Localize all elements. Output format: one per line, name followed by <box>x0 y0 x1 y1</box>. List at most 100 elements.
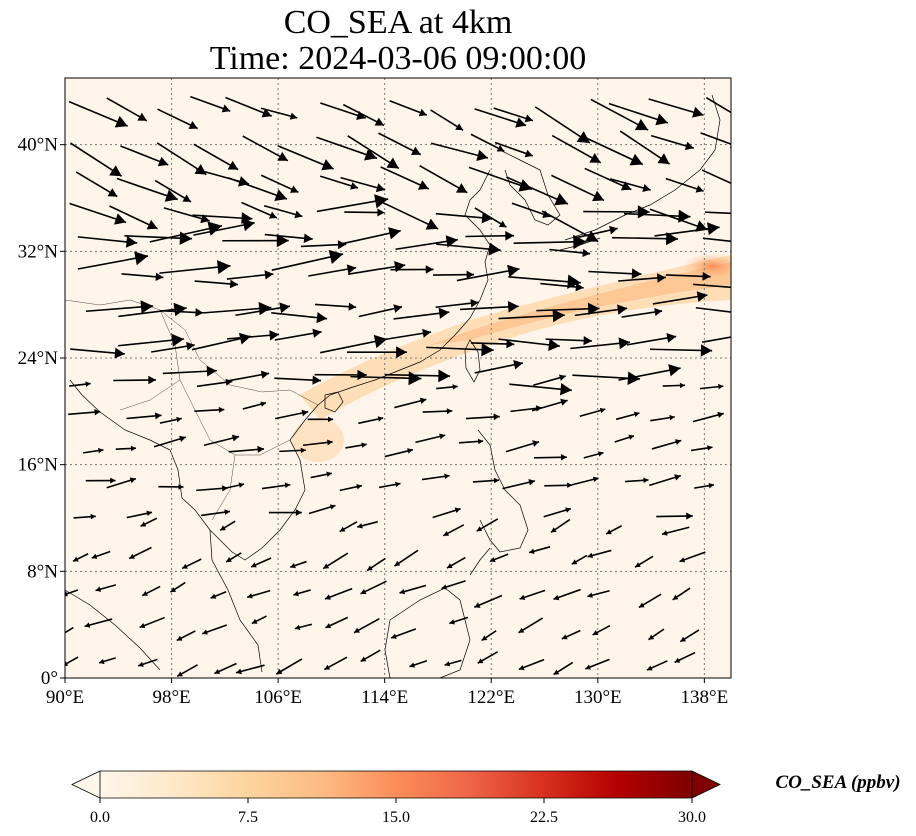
wind-arrow <box>293 589 311 597</box>
y-tick-label: 8°N <box>27 561 58 582</box>
wind-arrow <box>665 271 711 281</box>
wind-arrow <box>154 179 192 203</box>
wind-arrow <box>339 521 358 533</box>
x-tick-label: 98°E <box>152 687 190 708</box>
wind-arrow <box>441 580 466 590</box>
wind-arrow <box>619 130 671 165</box>
wind-arrow <box>625 477 649 484</box>
wind-arrow <box>536 302 600 316</box>
wind-arrow <box>324 587 353 600</box>
wind-arrow <box>444 659 462 667</box>
wind-arrow <box>436 242 501 256</box>
wind-arrow <box>654 222 720 237</box>
wind-arrow <box>531 398 568 412</box>
wind-arrow <box>493 107 534 123</box>
x-tick-label: 106°E <box>254 687 302 708</box>
wind-arrow <box>176 664 198 677</box>
wind-arrow <box>430 109 464 131</box>
wind-arrow <box>275 658 303 675</box>
wind-arrow <box>587 589 610 598</box>
wind-arrow <box>436 384 458 390</box>
wind-arrow <box>72 553 89 563</box>
wind-arrow <box>534 106 591 144</box>
y-axis-ticks: 0° 8°N 16°N 24°N 32°N 40°N <box>18 135 65 689</box>
wind-arrow <box>498 309 565 323</box>
wind-arrow <box>91 550 111 559</box>
wind-arrow <box>394 549 419 567</box>
wind-arrow <box>140 517 158 528</box>
wind-arrow <box>587 549 612 559</box>
wind-arrow <box>385 328 432 341</box>
wind-arrow <box>679 629 700 643</box>
wind-arrow <box>153 435 187 448</box>
x-tick-label: 90°E <box>46 687 84 708</box>
wind-arrow <box>246 589 271 599</box>
colorbar-ticks: 0.0 7.5 15.0 22.5 30.0 <box>90 798 706 826</box>
wind-arrow <box>553 661 574 676</box>
wind-arrow <box>470 133 505 152</box>
y-tick-label: 0° <box>41 668 58 689</box>
coastline-hainan <box>324 391 344 413</box>
wind-arrow <box>430 142 489 161</box>
wind-arrow <box>442 524 465 537</box>
x-tick-label: 114°E <box>361 687 408 708</box>
wind-arrow <box>340 176 386 193</box>
wind-arrow <box>222 482 245 490</box>
wind-arrow <box>141 585 161 597</box>
wind-arrow <box>338 227 401 246</box>
wind-arrow <box>151 341 195 353</box>
wind-arrow <box>226 270 274 280</box>
wind-arrow <box>481 630 497 642</box>
wind-arrow <box>701 169 731 185</box>
wind-arrow <box>505 440 540 453</box>
wind-arrow <box>203 301 272 316</box>
wind-arrow <box>156 142 207 176</box>
wind-arrow <box>113 375 157 385</box>
wind-arrow <box>159 260 231 275</box>
wind-arrow <box>634 555 654 568</box>
wind-arrow <box>242 135 289 162</box>
wind-arrow <box>289 560 307 569</box>
wind-arrow <box>570 337 631 350</box>
wind-arrow <box>347 135 400 170</box>
wind-arrow <box>118 333 185 347</box>
co-concentration-field <box>292 253 731 462</box>
wind-arrow <box>277 145 334 171</box>
wind-arrow <box>210 591 227 599</box>
wind-arrow <box>274 375 322 385</box>
wind-arrow <box>551 174 605 202</box>
wind-arrow <box>583 451 604 459</box>
wind-arrow <box>584 167 632 191</box>
wind-arrow <box>648 628 665 641</box>
wind-arrow <box>579 407 606 418</box>
wind-arrow <box>498 338 561 351</box>
wind-arrow <box>588 268 642 279</box>
wind-arrow <box>476 518 499 532</box>
wind-arrow <box>118 302 187 318</box>
wind-arrow <box>646 660 668 671</box>
wind-arrow <box>679 551 706 563</box>
wind-arrow <box>415 433 446 444</box>
wind-arrow <box>319 334 388 354</box>
wind-arrow <box>115 445 137 452</box>
wind-arrow <box>251 615 267 625</box>
wind-arrow <box>201 509 231 517</box>
wind-arrow <box>665 177 704 193</box>
wind-arrow <box>384 448 414 458</box>
wind-arrow <box>126 412 162 420</box>
wind-arrow <box>465 413 500 421</box>
wind-arrow <box>472 477 500 484</box>
wind-arrow <box>226 330 280 341</box>
wind-arrow <box>571 476 599 486</box>
wind-arrow <box>310 471 332 479</box>
wind-arrow <box>477 651 499 664</box>
wind-arrow <box>649 208 708 232</box>
x-tick-label: 130°E <box>574 687 622 708</box>
wind-arrow <box>435 298 479 309</box>
wind-arrow <box>528 546 551 554</box>
wind-arrow <box>69 202 127 225</box>
wind-arrow <box>702 336 731 344</box>
wind-arrow <box>456 264 520 282</box>
y-tick-label: 24°N <box>18 348 59 369</box>
wind-arrow <box>346 346 407 359</box>
